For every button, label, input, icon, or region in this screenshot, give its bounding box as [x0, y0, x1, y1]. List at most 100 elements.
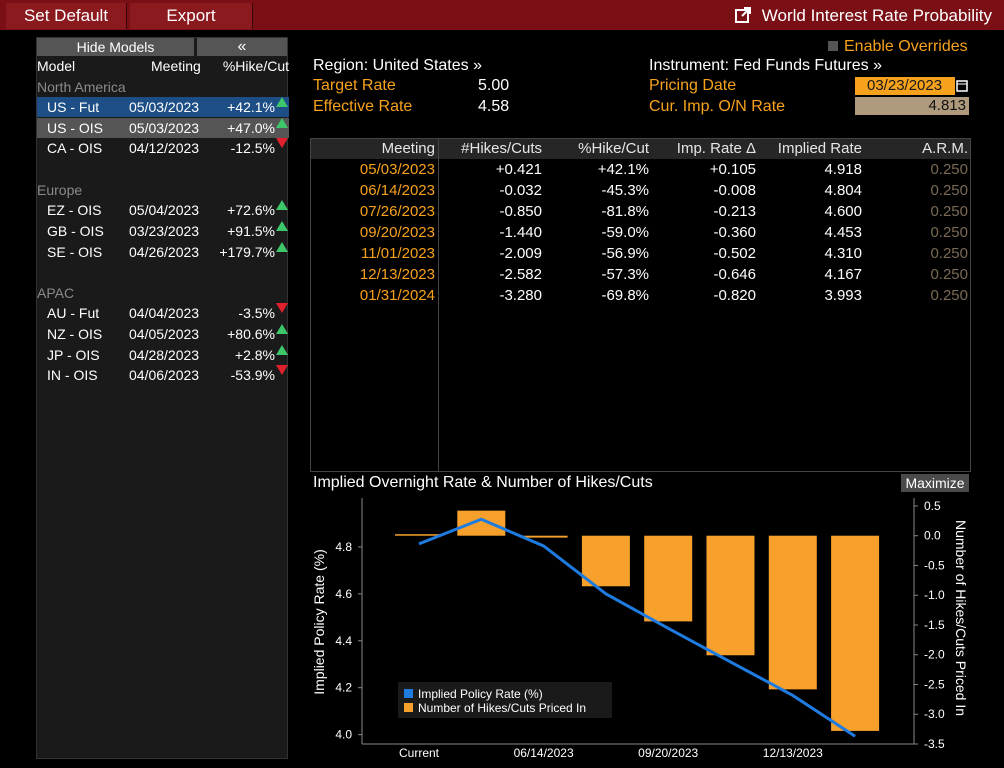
y-right-tick-label: -1.0: [924, 588, 945, 602]
column-header[interactable]: #Hikes/Cuts: [461, 140, 542, 157]
table-cell: 4.453: [824, 224, 862, 241]
hikes-cuts-bar: [644, 535, 693, 622]
model-row[interactable]: JP - OIS 04/28/2023 +2.8%: [37, 344, 289, 365]
model-row[interactable]: IN - OIS 04/06/2023 -53.9%: [37, 365, 289, 385]
rate-chart: 4.0 4.2 4.4 4.6 4.8 0.5 0.0 -0.5 -1.0 -1.5 -2.0 -2.…: [311, 498, 969, 760]
enable-overrides-checkbox[interactable]: [828, 41, 838, 51]
legend-label: Number of Hikes/Cuts Priced In: [418, 701, 586, 715]
y-right-tick-label: 0.5: [924, 499, 941, 513]
model-row[interactable]: EZ - OIS 05/04/2023 +72.6%: [37, 200, 289, 220]
model-meeting-date: 04/06/2023: [129, 367, 200, 384]
table-row[interactable]: 12/13/2023 -2.582 -57.3% -0.646 4.167 0.250: [311, 264, 970, 285]
column-header[interactable]: Imp. Rate Δ: [676, 140, 756, 157]
model-meeting-date: 05/04/2023: [129, 202, 200, 219]
table-cell: 3.993: [824, 287, 862, 304]
y-right-tick-label: -1.5: [924, 618, 945, 632]
model-name: NZ - OIS: [47, 325, 103, 342]
table-cell: 0.250: [930, 161, 968, 178]
model-row[interactable]: SE - OIS 04/26/2023 +179.7%: [37, 241, 289, 262]
table-cell: 12/13/2023: [359, 266, 435, 283]
model-row[interactable]: CA - OIS 04/12/2023 -12.5%: [37, 138, 289, 158]
table-cell: -56.9%: [601, 245, 649, 262]
group-name: Europe: [37, 182, 83, 199]
up-triangle-icon: [276, 323, 288, 334]
model-name: SE - OIS: [47, 243, 103, 260]
hikes-cuts-bar: [395, 534, 443, 536]
down-triangle-icon: [276, 365, 288, 376]
model-meeting-date: 04/04/2023: [129, 305, 200, 322]
popout-icon[interactable]: [734, 6, 752, 24]
model-row[interactable]: AU - Fut 04/04/2023 -3.5%: [37, 303, 289, 323]
table-row[interactable]: 09/20/2023 -1.440 -59.0% -0.360 4.453 0.250: [311, 222, 970, 243]
target-rate-label: Target Rate: [313, 77, 396, 94]
enable-overrides-toggle[interactable]: Enable Overrides: [828, 38, 968, 56]
table-cell: 0.250: [930, 203, 968, 220]
group-header: North America: [37, 77, 289, 97]
y-left-tick-label: 4.4: [335, 634, 352, 648]
table-cell: -0.032: [499, 182, 542, 199]
model-name: GB - OIS: [47, 222, 104, 239]
model-name: CA - OIS: [47, 140, 103, 157]
column-header[interactable]: A.R.M.: [922, 140, 968, 157]
y-right-tick-label: -3.0: [924, 707, 945, 721]
table-cell: +0.105: [709, 161, 756, 178]
pct-column-header: %Hike/Cut: [222, 58, 289, 74]
x-tick-label: 09/20/2023: [638, 746, 698, 760]
y-left-axis-title: Implied Policy Rate (%): [311, 549, 327, 695]
region-selector[interactable]: Region: United States »: [313, 57, 482, 74]
model-pct: +2.8%: [234, 346, 275, 363]
column-header[interactable]: Meeting: [381, 140, 435, 157]
table-cell: -1.440: [499, 224, 542, 241]
group-name: APAC: [37, 285, 75, 302]
effective-rate-value: 4.58: [478, 98, 510, 115]
hikes-cuts-bar: [457, 510, 506, 536]
table-cell: -69.8%: [601, 287, 649, 304]
model-pct: -12.5%: [230, 140, 275, 157]
hikes-cuts-bar: [768, 535, 817, 690]
y-left-tick-label: 4.6: [335, 587, 352, 601]
enable-overrides-label: Enable Overrides: [844, 38, 968, 55]
table-cell: 0.250: [930, 266, 968, 283]
model-name: JP - OIS: [47, 346, 100, 363]
table-cell: -2.009: [499, 245, 542, 262]
table-row[interactable]: 11/01/2023 -2.009 -56.9% -0.502 4.310 0.250: [311, 243, 970, 264]
up-triangle-icon: [276, 200, 288, 211]
calendar-icon[interactable]: [955, 77, 969, 95]
hikes-cuts-bar: [706, 535, 755, 656]
column-header[interactable]: Implied Rate: [777, 140, 862, 157]
table-row[interactable]: 01/31/2024 -3.280 -69.8% -0.820 3.993 0.250: [311, 285, 970, 306]
table-cell: -3.280: [499, 287, 542, 304]
table-cell: 0.250: [930, 224, 968, 241]
table-cell: +0.421: [495, 161, 542, 178]
table-row[interactable]: 05/03/2023 +0.421 +42.1% +0.105 4.918 0.250: [311, 159, 970, 180]
x-tick-label: Current: [399, 746, 440, 760]
set-default-button[interactable]: Set Default: [6, 3, 127, 29]
collapse-panel-button[interactable]: «: [197, 38, 287, 56]
y-right-axis-title: Number of Hikes/Cuts Priced In: [953, 520, 969, 716]
table-row[interactable]: 06/14/2023 -0.032 -45.3% -0.008 4.804 0.250: [311, 180, 970, 201]
cur-imp-rate-field[interactable]: 4.813: [855, 97, 969, 115]
model-name: AU - Fut: [47, 305, 100, 322]
model-row[interactable]: US - Fut 05/03/2023 +42.1%: [37, 97, 289, 117]
table-cell: -0.850: [499, 203, 542, 220]
table-cell: -0.008: [713, 182, 756, 199]
export-button[interactable]: Export: [130, 3, 253, 29]
pricing-date-field[interactable]: 03/23/2023: [855, 77, 969, 95]
model-pct: +80.6%: [227, 325, 275, 342]
model-meeting-date: 05/03/2023: [129, 99, 200, 115]
model-column-header: Model: [37, 58, 76, 74]
legend-swatch: [404, 703, 413, 712]
model-meeting-date: 03/23/2023: [129, 222, 200, 239]
model-row[interactable]: NZ - OIS 04/05/2023 +80.6%: [37, 323, 289, 344]
model-row[interactable]: US - OIS 05/03/2023 +47.0%: [37, 117, 289, 138]
table-row[interactable]: 07/26/2023 -0.850 -81.8% -0.213 4.600 0.250: [311, 201, 970, 222]
maximize-button[interactable]: Maximize: [901, 474, 969, 492]
meeting-column-header: Meeting: [151, 58, 201, 74]
hikes-cuts-bar: [581, 535, 630, 587]
down-triangle-icon: [276, 138, 288, 149]
model-row[interactable]: GB - OIS 03/23/2023 +91.5%: [37, 220, 289, 241]
y-right-tick-label: -3.5: [924, 737, 945, 751]
instrument-selector[interactable]: Instrument: Fed Funds Futures »: [649, 57, 882, 74]
column-header[interactable]: %Hike/Cut: [578, 140, 649, 157]
hide-models-button[interactable]: Hide Models: [37, 38, 194, 56]
